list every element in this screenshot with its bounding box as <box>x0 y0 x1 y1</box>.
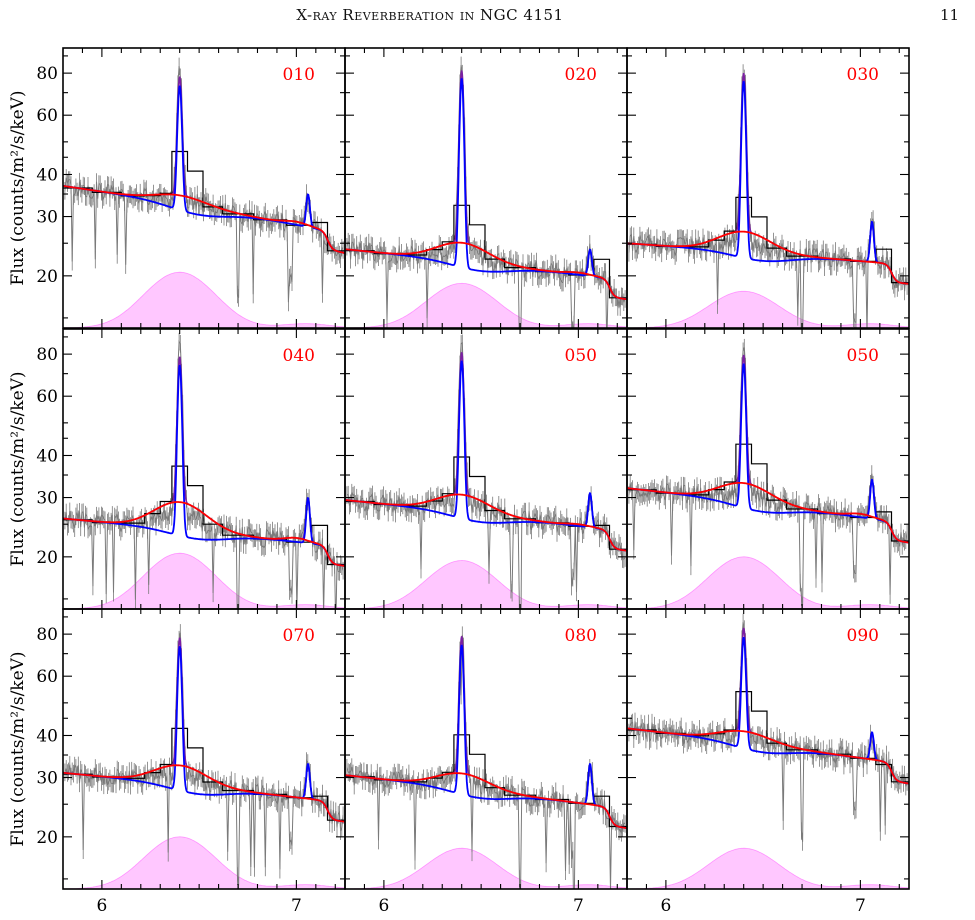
binned-spectrum-4 <box>63 465 345 566</box>
panel-6: 050 <box>626 328 910 610</box>
panel-2: 020 <box>344 47 628 329</box>
y-tick-label: 60 <box>36 667 58 687</box>
purple-model-2 <box>345 70 627 301</box>
y-tick-label: 40 <box>36 726 58 746</box>
blue-model-2 <box>345 78 627 301</box>
y-tick-label: 30 <box>36 489 58 509</box>
running-head: X-ray Reverberation in NGC 4151 <box>296 6 564 24</box>
y-tick-label: 80 <box>36 64 58 84</box>
x-tick-label: 6 <box>96 896 107 916</box>
y-tick-label: 20 <box>36 828 58 848</box>
x-tick-label: 6 <box>660 896 671 916</box>
panel-label: 090 <box>847 626 879 646</box>
y-tick-label: 30 <box>36 769 58 789</box>
red-model-6 <box>627 482 909 544</box>
data-points-1 <box>64 57 344 312</box>
broad-profile-8 <box>345 847 627 889</box>
y-tick-label: 20 <box>36 267 58 287</box>
panel-label: 050 <box>565 346 597 366</box>
red-model-1 <box>63 185 345 254</box>
binned-spectrum-7 <box>63 727 345 821</box>
page-number: 11 <box>940 6 960 24</box>
panel-1: 20 30 40 60 80 Flux (counts/m²/s/keV) 010 <box>8 47 346 329</box>
panel-label: 040 <box>283 346 315 366</box>
y-tick-label: 80 <box>36 625 58 645</box>
panel-frame-9 <box>626 608 910 890</box>
y-tick-label: 60 <box>36 106 58 126</box>
red-model-7 <box>63 764 345 823</box>
panel-5: 050 <box>344 328 628 610</box>
panel-label: 050 <box>847 346 879 366</box>
panel-4: 20 30 40 60 80 Flux (counts/m²/s/keV) 040 <box>8 328 346 610</box>
y-axis-label: Flux (counts/m²/s/keV) <box>8 371 28 566</box>
broad-profile-3 <box>627 290 909 328</box>
panel-9: 6 7 090 <box>626 608 910 916</box>
panel-label: 020 <box>565 65 597 85</box>
y-tick-label: 30 <box>36 208 58 228</box>
x-tick-label: 6 <box>378 896 389 916</box>
red-model-8 <box>345 772 627 829</box>
x-tick-label: 7 <box>855 896 866 916</box>
red-model-2 <box>345 241 627 301</box>
panel-3: 030 <box>626 47 910 329</box>
panel-7: 20 30 40 60 80 Flux (counts/m²/s/keV) 6 7 070 <box>8 608 346 916</box>
red-model-5 <box>345 493 627 552</box>
panel-8: 6 7 080 <box>344 608 628 916</box>
broad-profile-6 <box>627 556 909 609</box>
y-tick-label: 60 <box>36 387 58 407</box>
panel-frame-6 <box>626 328 910 610</box>
panel-label: 080 <box>565 626 597 646</box>
y-tick-label: 80 <box>36 345 58 365</box>
y-tick-label: 40 <box>36 165 58 185</box>
y-axis-label: Flux (counts/m²/s/keV) <box>8 651 28 846</box>
panel-frame-8 <box>344 608 628 890</box>
y-tick-label: 40 <box>36 446 58 466</box>
broad-profile-9 <box>627 847 909 889</box>
red-model-9 <box>627 727 909 785</box>
red-model-4 <box>63 501 345 567</box>
x-tick-label: 7 <box>291 896 302 916</box>
broad-profile-1 <box>63 271 345 328</box>
y-axis-label: Flux (counts/m²/s/keV) <box>8 90 28 285</box>
y-tick-label: 20 <box>36 548 58 568</box>
panel-frame-3 <box>626 47 910 329</box>
panel-label: 070 <box>283 626 315 646</box>
broad-profile-7 <box>63 836 345 889</box>
x-tick-label: 7 <box>573 896 584 916</box>
panel-label: 010 <box>283 65 315 85</box>
broad-profile-5 <box>345 560 627 609</box>
data-points-9 <box>628 613 908 851</box>
red-model-3 <box>627 230 909 285</box>
panel-frame-7 <box>62 608 346 890</box>
binned-spectrum-1 <box>63 150 345 252</box>
blue-model-3 <box>627 81 909 285</box>
panel-frame-5 <box>344 328 628 610</box>
broad-profile-4 <box>63 552 345 609</box>
panel-label: 030 <box>847 65 879 85</box>
broad-profile-2 <box>345 282 627 328</box>
